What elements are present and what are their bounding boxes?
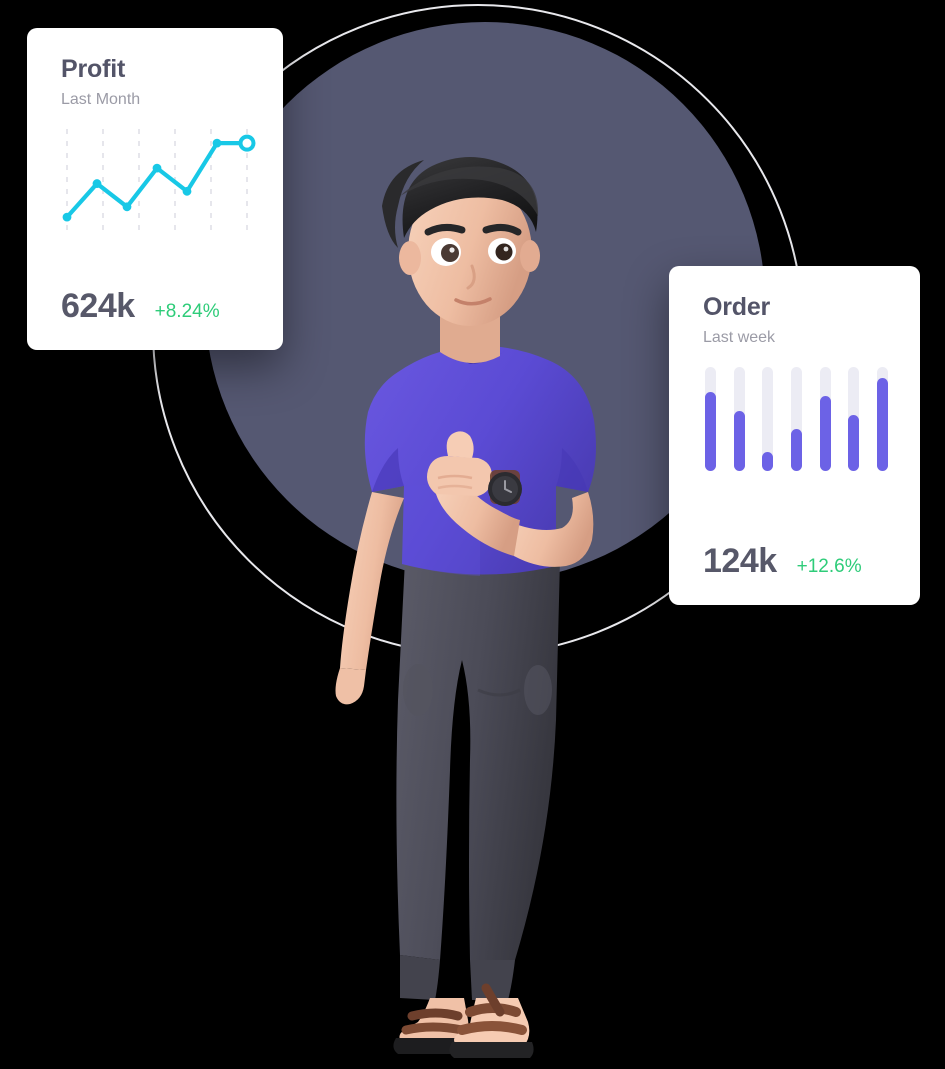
card-order-delta: +12.6% xyxy=(796,556,862,577)
character-left-arm xyxy=(335,492,404,705)
character-watch xyxy=(488,470,522,506)
bar-fill xyxy=(762,451,774,471)
character-sandals xyxy=(393,983,534,1058)
bar-fill xyxy=(790,429,802,471)
bar-track[interactable] xyxy=(790,366,802,471)
card-profit-title: Profit xyxy=(61,55,126,83)
card-order-subtitle: Last week xyxy=(703,328,776,346)
chart-point-highlight[interactable] xyxy=(238,134,256,152)
chart-point[interactable] xyxy=(92,178,102,188)
card-order-title: Order xyxy=(703,293,771,321)
chart-point[interactable] xyxy=(62,212,72,222)
card-profit-delta: +8.24% xyxy=(154,301,220,322)
bar-track[interactable] xyxy=(819,366,831,471)
bar-fill xyxy=(848,414,860,471)
order-bar-chart-bars xyxy=(703,366,890,471)
bar-track[interactable] xyxy=(848,366,860,471)
card-profit-value: 624k xyxy=(61,287,135,325)
profit-line-chart xyxy=(61,128,256,233)
bar-fill xyxy=(819,395,831,471)
bar-track[interactable] xyxy=(705,366,716,471)
profit-line-chart-svg xyxy=(62,128,256,233)
character-head xyxy=(382,157,540,326)
chart-line xyxy=(64,140,250,219)
bar-fill xyxy=(733,411,745,471)
chart-point[interactable] xyxy=(212,138,222,148)
card-profit-subtitle: Last Month xyxy=(61,90,141,108)
chart-point[interactable] xyxy=(122,202,132,211)
card-order-footer: 124k +12.6% xyxy=(703,542,890,581)
card-order[interactable]: Order Last week 124k +12.6% xyxy=(669,266,920,605)
chart-point[interactable] xyxy=(182,186,192,196)
card-profit[interactable]: Profit Last Month 624k +8.24% xyxy=(27,28,283,350)
bar-track[interactable] xyxy=(762,366,774,471)
card-profit-footer: 624k +8.24% xyxy=(61,287,253,326)
bar-fill xyxy=(876,378,888,471)
character-right-arm xyxy=(427,431,594,567)
chart-point[interactable] xyxy=(152,163,162,173)
bar-track[interactable] xyxy=(733,366,745,471)
bar-track[interactable] xyxy=(876,366,888,471)
card-order-value: 124k xyxy=(703,542,777,580)
order-bar-chart xyxy=(703,366,890,471)
character-pants xyxy=(396,560,560,1000)
bar-fill xyxy=(705,391,716,471)
